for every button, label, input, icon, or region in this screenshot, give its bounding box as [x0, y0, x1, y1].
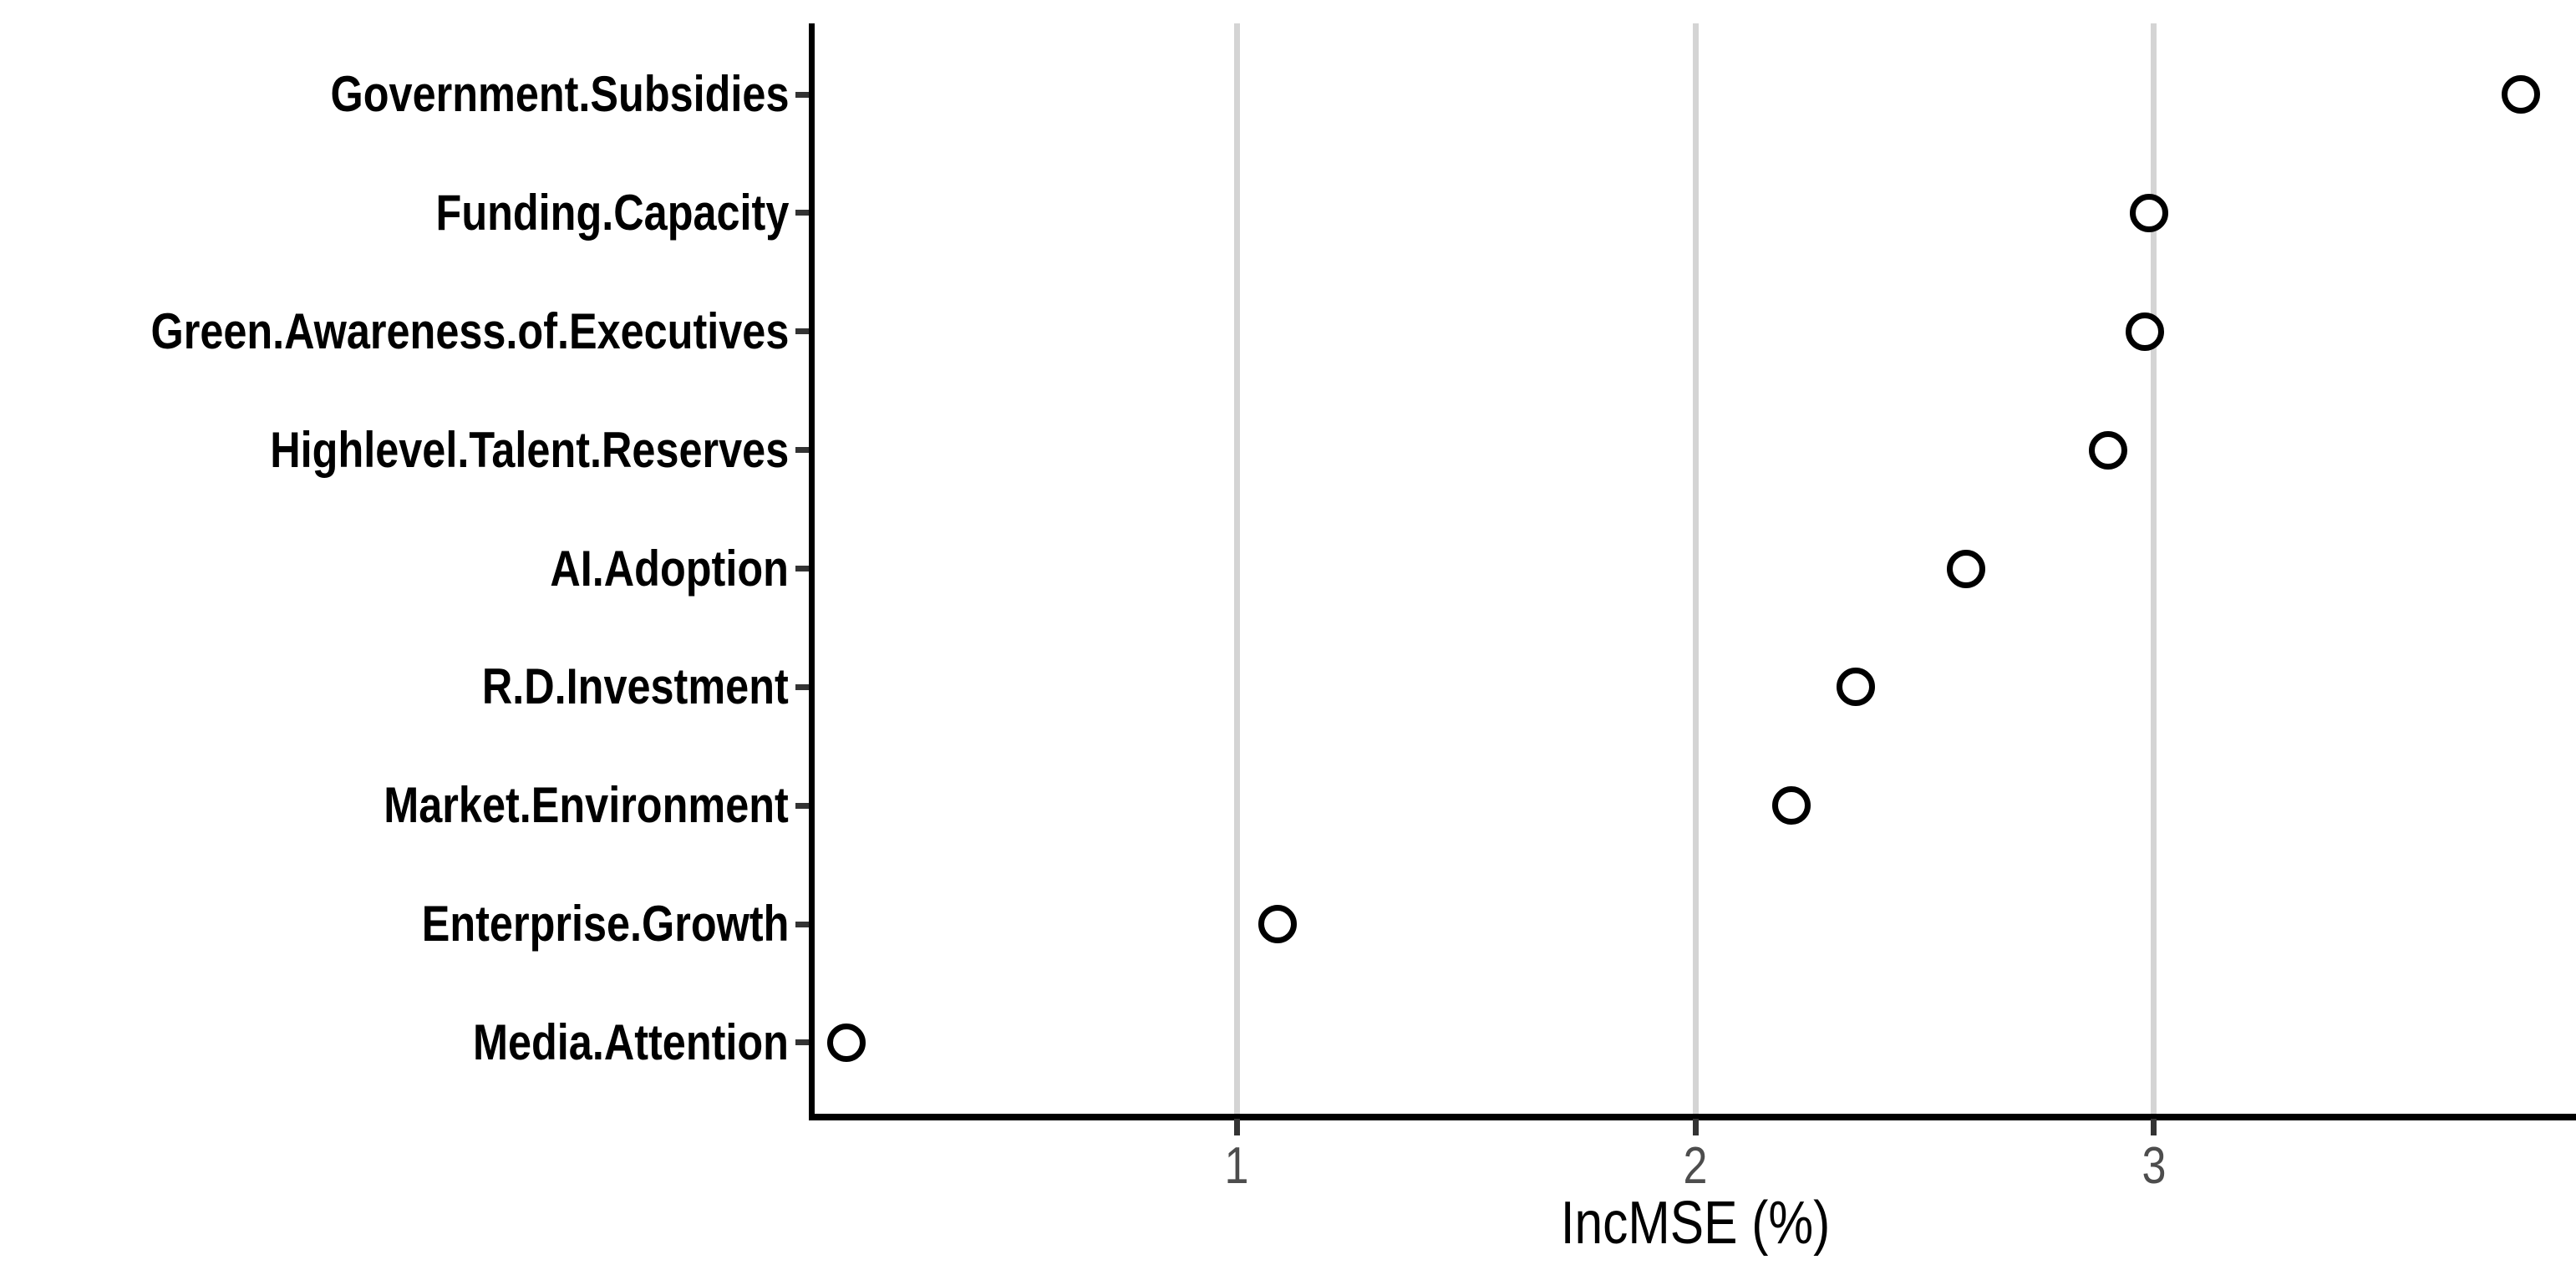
- y-category-label: Highlevel.Talent.Reserves: [270, 421, 789, 478]
- y-category-label: Green.Awareness.of.Executives: [150, 302, 789, 359]
- x-axis-line: [809, 1114, 2576, 1120]
- y-tick-mark: [795, 1039, 809, 1046]
- y-category-label: AI.Adoption: [550, 540, 789, 597]
- y-axis-line: [809, 23, 815, 1120]
- x-tick-mark: [2151, 1119, 2157, 1135]
- data-point: [1946, 549, 1985, 588]
- y-tick-mark: [795, 91, 809, 98]
- y-category-label: R.D.Investment: [482, 658, 789, 715]
- y-tick-mark: [795, 328, 809, 335]
- y-category-label: Market.Environment: [384, 777, 789, 834]
- x-tick-mark: [1233, 1119, 1240, 1135]
- y-tick-mark: [795, 802, 809, 809]
- x-tick-label: 2: [1683, 1137, 1708, 1195]
- vertical-gridline: [1233, 23, 1240, 1114]
- data-point: [1837, 668, 1876, 707]
- x-tick-label: 3: [2142, 1137, 2167, 1195]
- y-category-label: Enterprise.Growth: [421, 896, 789, 952]
- x-tick-label: 1: [1224, 1137, 1249, 1195]
- y-tick-mark: [795, 683, 809, 690]
- x-tick-mark: [1692, 1119, 1699, 1135]
- y-category-label: Government.Subsidies: [330, 66, 789, 123]
- y-tick-mark: [795, 447, 809, 454]
- data-point: [2089, 430, 2128, 470]
- data-point: [2130, 193, 2169, 232]
- y-tick-mark: [795, 210, 809, 216]
- y-category-label: Media.Attention: [473, 1013, 789, 1070]
- vertical-gridline: [2151, 23, 2157, 1114]
- data-point: [2502, 75, 2541, 114]
- y-tick-mark: [795, 921, 809, 927]
- data-point: [1772, 786, 1811, 825]
- y-tick-mark: [795, 566, 809, 571]
- vertical-gridline: [1692, 23, 1699, 1114]
- x-axis-title: IncMSE (%): [1560, 1190, 1831, 1257]
- y-category-label: Funding.Capacity: [435, 184, 789, 241]
- data-point: [1258, 905, 1298, 944]
- data-point: [827, 1023, 866, 1062]
- data-point: [2125, 312, 2164, 351]
